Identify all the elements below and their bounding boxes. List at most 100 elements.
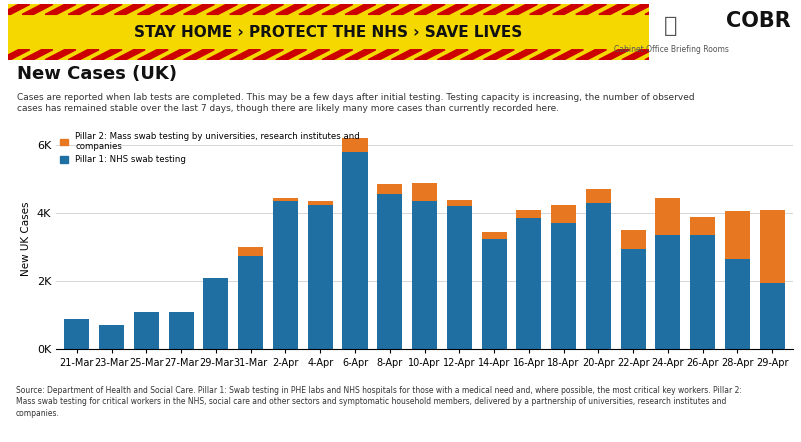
Bar <box>725 259 750 349</box>
Bar <box>481 239 506 349</box>
Bar <box>690 217 715 235</box>
Bar <box>273 201 298 349</box>
Polygon shape <box>691 4 722 14</box>
Polygon shape <box>553 50 583 60</box>
Bar <box>343 138 368 152</box>
Polygon shape <box>391 50 422 60</box>
Bar <box>586 203 611 349</box>
Bar <box>481 232 506 239</box>
Polygon shape <box>91 4 122 14</box>
Polygon shape <box>414 4 445 14</box>
Polygon shape <box>183 50 215 60</box>
Bar <box>134 312 159 349</box>
Polygon shape <box>138 50 168 60</box>
Bar <box>725 211 750 259</box>
Polygon shape <box>576 4 606 14</box>
Polygon shape <box>506 50 537 60</box>
Polygon shape <box>160 50 191 60</box>
Polygon shape <box>599 50 630 60</box>
Polygon shape <box>484 50 514 60</box>
Polygon shape <box>22 4 53 14</box>
Bar <box>551 205 576 223</box>
Bar <box>412 201 437 349</box>
Polygon shape <box>553 4 583 14</box>
Polygon shape <box>45 4 76 14</box>
Polygon shape <box>299 4 330 14</box>
Bar <box>343 152 368 349</box>
Polygon shape <box>68 4 99 14</box>
Bar <box>308 205 332 349</box>
Text: Cases are reported when lab tests are completed. This may be a few days after in: Cases are reported when lab tests are co… <box>18 92 695 113</box>
Text: Cabinet Office Briefing Rooms: Cabinet Office Briefing Rooms <box>614 46 728 54</box>
Bar <box>377 194 402 349</box>
Polygon shape <box>0 4 6 14</box>
Polygon shape <box>230 50 260 60</box>
Polygon shape <box>183 4 215 14</box>
Polygon shape <box>68 50 99 60</box>
Polygon shape <box>138 4 168 14</box>
Polygon shape <box>230 4 260 14</box>
Polygon shape <box>22 50 53 60</box>
Bar <box>759 210 785 283</box>
Bar <box>517 210 541 218</box>
Polygon shape <box>368 50 399 60</box>
Polygon shape <box>506 4 537 14</box>
Polygon shape <box>160 4 191 14</box>
Polygon shape <box>645 50 676 60</box>
Text: 👑: 👑 <box>664 15 678 36</box>
Polygon shape <box>622 50 653 60</box>
Polygon shape <box>0 50 30 60</box>
Polygon shape <box>253 50 284 60</box>
Polygon shape <box>668 50 698 60</box>
Bar <box>238 247 264 255</box>
Legend: Pillar 2: Mass swab testing by universities, research institutes and
companies, : Pillar 2: Mass swab testing by universit… <box>56 128 363 168</box>
Polygon shape <box>345 50 376 60</box>
Polygon shape <box>253 4 284 14</box>
Polygon shape <box>437 4 468 14</box>
Bar <box>377 184 402 194</box>
Bar <box>551 223 576 349</box>
Polygon shape <box>0 50 6 60</box>
Bar <box>203 278 228 349</box>
Polygon shape <box>576 50 606 60</box>
Polygon shape <box>91 50 122 60</box>
Bar <box>759 283 785 349</box>
Polygon shape <box>115 4 145 14</box>
Polygon shape <box>691 50 722 60</box>
Bar <box>273 198 298 201</box>
Bar <box>447 200 472 206</box>
Polygon shape <box>45 50 76 60</box>
Polygon shape <box>461 50 491 60</box>
Polygon shape <box>299 50 330 60</box>
Bar <box>586 189 611 203</box>
Polygon shape <box>414 50 445 60</box>
Text: COBR: COBR <box>726 11 791 30</box>
Bar <box>655 198 680 235</box>
Bar <box>621 230 646 249</box>
Polygon shape <box>529 50 561 60</box>
Bar <box>447 206 472 349</box>
Bar <box>308 201 332 205</box>
Polygon shape <box>368 4 399 14</box>
Polygon shape <box>437 50 468 60</box>
Bar <box>64 319 90 349</box>
Polygon shape <box>391 4 422 14</box>
Bar <box>169 312 194 349</box>
Bar <box>238 255 264 349</box>
Polygon shape <box>276 4 307 14</box>
Polygon shape <box>622 4 653 14</box>
Y-axis label: New UK Cases: New UK Cases <box>22 202 31 276</box>
Polygon shape <box>207 4 237 14</box>
Polygon shape <box>461 4 491 14</box>
Bar <box>690 235 715 349</box>
Polygon shape <box>484 4 514 14</box>
Polygon shape <box>115 50 145 60</box>
Polygon shape <box>0 4 30 14</box>
Polygon shape <box>322 50 352 60</box>
Polygon shape <box>599 4 630 14</box>
Polygon shape <box>529 4 561 14</box>
Bar <box>517 218 541 349</box>
Polygon shape <box>645 4 676 14</box>
Polygon shape <box>668 4 698 14</box>
Text: STAY HOME › PROTECT THE NHS › SAVE LIVES: STAY HOME › PROTECT THE NHS › SAVE LIVES <box>135 25 522 39</box>
